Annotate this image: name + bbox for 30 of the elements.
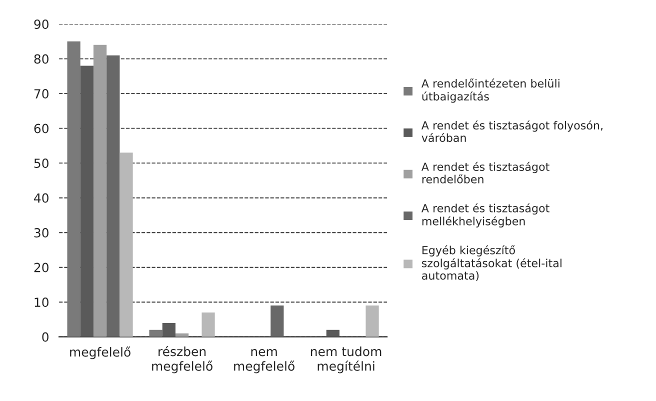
legend-label: A rendet és tisztaságot folyosón, váróban [421,120,602,142]
y-tick-label: 0 [42,332,48,342]
legend-label: A rendet és tisztaságot mellékhelyiségben [421,203,550,228]
bar [93,44,107,337]
y-tick-label: 80 [34,54,48,64]
y-tick-label: 50 [34,158,48,168]
bar [67,41,80,337]
bar [149,330,162,337]
bar [120,152,133,337]
bar [270,306,284,337]
bar [162,322,176,337]
x-tick-label: megfelelő [70,346,130,360]
bar [80,66,94,337]
y-tick-label: 30 [34,228,48,238]
x-tick-label: részben megfelelő [152,346,212,374]
bar [202,312,215,337]
y-tick-label: 20 [34,262,48,272]
y-tick-label: 40 [34,193,48,203]
x-tick-label: nem tudom megítélni [311,346,382,374]
bar [326,330,340,337]
y-tick-label: 70 [34,89,48,98]
y-tick-label: 10 [34,298,48,308]
bar [366,306,379,337]
y-tick-label: 90 [34,20,48,29]
bar [106,55,120,337]
legend-label: A rendet és tisztaságot rendelőben [421,162,550,184]
y-tick-label: 60 [34,124,48,134]
legend-label: A rendelőintézeten belüli útbaigazítás [421,78,560,103]
legend-label: Egyéb kiegészítő szolgáltatásokat (étel-ital automata) [422,245,562,282]
x-tick-label: nem megfelelő [234,349,294,374]
